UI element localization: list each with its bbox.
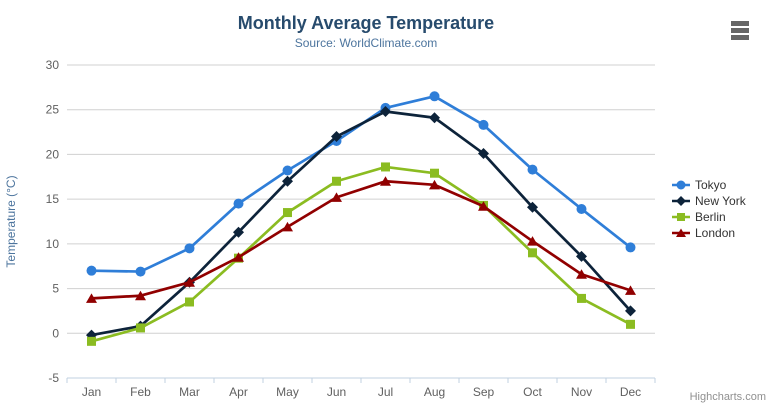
data-point[interactable] — [478, 148, 489, 160]
legend: Tokyo New York Berlin London — [671, 178, 746, 242]
data-point[interactable] — [576, 269, 587, 279]
data-point[interactable] — [429, 112, 440, 124]
x-axis-label: Apr — [229, 385, 248, 399]
y-axis-label: 10 — [46, 237, 60, 251]
x-axis-label: May — [276, 385, 299, 399]
x-axis-label: Feb — [130, 385, 151, 399]
chart-title: Monthly Average Temperature — [237, 13, 495, 33]
chart-subtitle: Source: WorldClimate.com — [294, 36, 438, 50]
data-point[interactable] — [527, 236, 538, 246]
data-point[interactable] — [136, 323, 145, 333]
legend-label: London — [695, 226, 736, 240]
data-point[interactable] — [576, 250, 587, 262]
legend-item-tokyo[interactable]: Tokyo — [671, 178, 746, 192]
berlin-square-marker-icon — [672, 213, 690, 221]
x-axis-label: Mar — [179, 385, 200, 399]
hamburger-menu-icon[interactable] — [731, 21, 749, 41]
x-axis-label: Oct — [523, 385, 542, 399]
data-point[interactable] — [135, 266, 146, 277]
data-point[interactable] — [282, 221, 293, 232]
london-triangle-marker-icon — [672, 228, 690, 237]
data-point[interactable] — [429, 179, 440, 190]
y-axis-label: 30 — [46, 58, 60, 72]
series-markers-new-york[interactable] — [86, 106, 636, 341]
data-point[interactable] — [332, 176, 341, 186]
series-markers-london[interactable] — [86, 176, 636, 303]
data-point[interactable] — [380, 176, 391, 186]
y-axis-title: Temperature (°C) — [4, 175, 18, 267]
data-point[interactable] — [184, 243, 195, 254]
tokyo-circle-marker-icon — [672, 180, 690, 190]
legend-item-new-york[interactable]: New York — [671, 194, 746, 208]
data-point[interactable] — [184, 277, 195, 287]
x-axis-label: Jan — [82, 385, 101, 399]
data-point[interactable] — [625, 242, 636, 253]
data-point[interactable] — [331, 131, 342, 143]
hamburger-bar — [731, 35, 749, 40]
x-axis-label: Dec — [620, 385, 641, 399]
x-axis-label: Nov — [571, 385, 592, 399]
legend-item-berlin[interactable]: Berlin — [671, 210, 746, 224]
series-line-london[interactable] — [90, 179, 632, 300]
data-point[interactable] — [577, 293, 586, 303]
data-point[interactable] — [478, 201, 489, 211]
data-point[interactable] — [429, 91, 440, 102]
x-axis-label: Jul — [378, 385, 393, 399]
data-point[interactable] — [626, 319, 635, 329]
data-point[interactable] — [625, 285, 636, 295]
y-axis-label: -5 — [48, 371, 59, 385]
data-point[interactable] — [87, 336, 96, 346]
data-point[interactable] — [430, 168, 439, 178]
new-york-diamond-marker-icon — [672, 196, 690, 206]
y-axis-label: 20 — [46, 147, 60, 161]
series-markers-tokyo[interactable] — [86, 91, 636, 277]
y-axis-label: 0 — [52, 326, 59, 340]
data-point[interactable] — [185, 297, 194, 307]
hamburger-bar — [731, 28, 749, 33]
series-line-berlin[interactable] — [90, 165, 632, 343]
hamburger-bar — [731, 21, 749, 26]
x-axis-label: Aug — [424, 385, 445, 399]
series-line-new-york[interactable] — [90, 110, 632, 337]
legend-label: Berlin — [695, 210, 726, 224]
y-axis-label: 15 — [46, 192, 60, 206]
data-point[interactable] — [625, 305, 636, 317]
data-point[interactable] — [478, 119, 489, 130]
data-point[interactable] — [528, 248, 537, 258]
data-point[interactable] — [527, 164, 538, 175]
data-point[interactable] — [527, 201, 538, 213]
data-point[interactable] — [233, 198, 244, 209]
data-point[interactable] — [576, 203, 587, 214]
data-point[interactable] — [233, 226, 244, 238]
y-axis-label: 25 — [46, 103, 60, 117]
data-point[interactable] — [282, 175, 293, 187]
data-point[interactable] — [380, 106, 391, 118]
legend-label: Tokyo — [695, 178, 727, 192]
highcharts-credit-link[interactable]: Highcharts.com — [689, 391, 766, 403]
legend-item-london[interactable]: London — [671, 226, 746, 240]
x-axis-label: Jun — [327, 385, 346, 399]
data-point[interactable] — [283, 208, 292, 218]
data-point[interactable] — [86, 293, 97, 303]
x-axis-label: Sep — [473, 385, 495, 399]
y-axis-label: 5 — [52, 282, 59, 296]
data-point[interactable] — [135, 290, 146, 301]
data-point[interactable] — [331, 192, 342, 202]
data-point[interactable] — [233, 252, 244, 262]
data-point[interactable] — [381, 162, 390, 172]
data-point[interactable] — [282, 165, 293, 176]
legend-label: New York — [695, 194, 746, 208]
data-point[interactable] — [86, 265, 97, 276]
